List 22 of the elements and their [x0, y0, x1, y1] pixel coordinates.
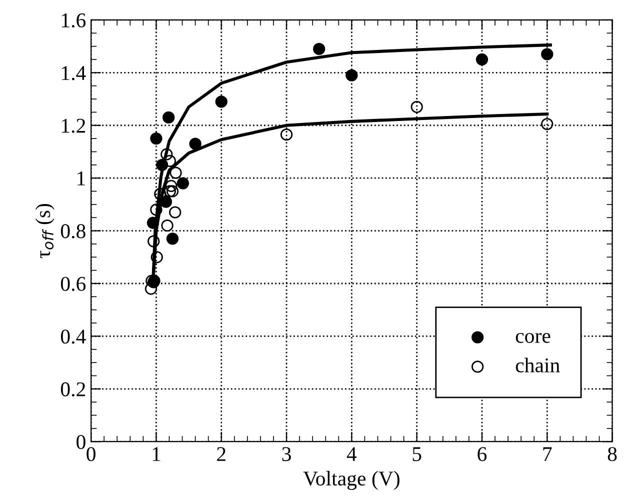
y-tick-label: 1.2: [62, 118, 86, 133]
x-tick-label: 1: [152, 447, 160, 461]
legend-label: core: [516, 332, 550, 343]
y-tick-label: 1: [78, 172, 85, 186]
y-tick-label: 1.4: [62, 66, 86, 80]
x-tick-label: 8: [608, 447, 617, 462]
y-tick-label: 0.8: [60, 224, 86, 238]
y-tick-label: 0.6: [60, 276, 86, 292]
y-tick-label: 0.4: [60, 330, 86, 344]
y-tick-label: 1.6: [62, 13, 86, 28]
x-tick-label: 5: [412, 447, 422, 462]
x-tick-label: 7: [543, 447, 552, 461]
legend-label: chain: [516, 358, 560, 372]
x-tick-label: 2: [217, 447, 226, 461]
x-axis-title: Voltage (V): [303, 470, 400, 490]
x-tick-label: 4: [346, 447, 357, 461]
x-tick-label: 0: [86, 447, 96, 462]
x-tick-label: 6: [478, 447, 487, 462]
y-tick-label: 0: [76, 434, 86, 450]
x-tick-label: 3: [282, 447, 291, 462]
y-tick-label: 0.2: [60, 382, 86, 396]
y-axis-title: τ$_{off}$ (s): [35, 204, 54, 258]
